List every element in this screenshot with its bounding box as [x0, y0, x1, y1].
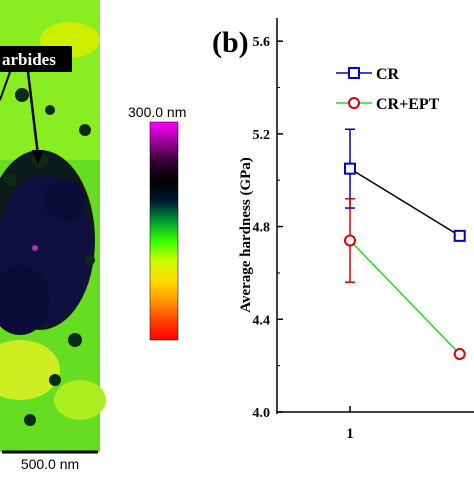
legend: CR CR+EPT — [336, 66, 440, 113]
afm-pit — [4, 174, 16, 186]
y-tick-label: 5.2 — [253, 128, 271, 143]
afm-carbide-cluster — [45, 178, 85, 222]
colorbar-max-label: 300.0 nm — [128, 104, 186, 120]
colorbar: 300.0 nm — [128, 104, 186, 341]
y-axis-label: Average hardness (GPa) — [238, 157, 254, 313]
carbides-label: arbides — [2, 50, 56, 69]
hardness-chart: (b) Average hardness (GPa) 4.0 4.4 4.8 5.2 5… — [212, 18, 474, 442]
scale-bar-label: 500.0 nm — [21, 456, 79, 472]
carbides-label-box — [0, 46, 72, 72]
arrow-line — [0, 71, 11, 101]
data-point-square — [344, 162, 356, 175]
afm-pit — [68, 333, 82, 347]
data-point-circle — [453, 348, 466, 361]
data-point-square — [453, 229, 466, 242]
arrow-line — [26, 71, 40, 156]
afm-pit — [85, 255, 95, 265]
y-tick-label: 4.4 — [253, 313, 271, 328]
arrow-head — [32, 150, 44, 165]
afm-highlight — [54, 380, 106, 420]
afm-pit — [49, 374, 61, 386]
legend-marker — [348, 67, 360, 79]
legend-label: CR+EPT — [376, 96, 440, 113]
y-tick-label: 5.6 — [253, 35, 271, 50]
afm-panel: arbides 500.0 nm — [0, 0, 106, 474]
afm-pit — [24, 414, 36, 426]
afm-pit — [15, 88, 29, 102]
afm-peak — [32, 245, 38, 251]
afm-carbide-cluster — [0, 265, 50, 335]
series-line-CR — [349, 168, 461, 237]
legend-marker — [348, 97, 360, 109]
x-axis-ticks: 1 — [346, 406, 354, 442]
legend-label: CR — [376, 66, 400, 83]
afm-pit — [79, 124, 91, 136]
y-tick-label: 4.8 — [253, 221, 271, 236]
x-tick-label: 1 — [346, 426, 354, 442]
colorbar-gradient — [149, 121, 179, 341]
y-tick-label: 4.0 — [253, 406, 271, 421]
scale-bar-area — [0, 452, 100, 474]
series-line-CR+EPT — [349, 239, 461, 355]
afm-highlight — [0, 340, 60, 400]
data-point-circle — [344, 234, 356, 247]
panel-label: (b) — [212, 26, 249, 59]
afm-pit — [45, 105, 55, 115]
plot-area — [276, 18, 474, 414]
y-axis-ticks: 4.0 4.4 4.8 5.2 5.6 — [253, 35, 283, 421]
